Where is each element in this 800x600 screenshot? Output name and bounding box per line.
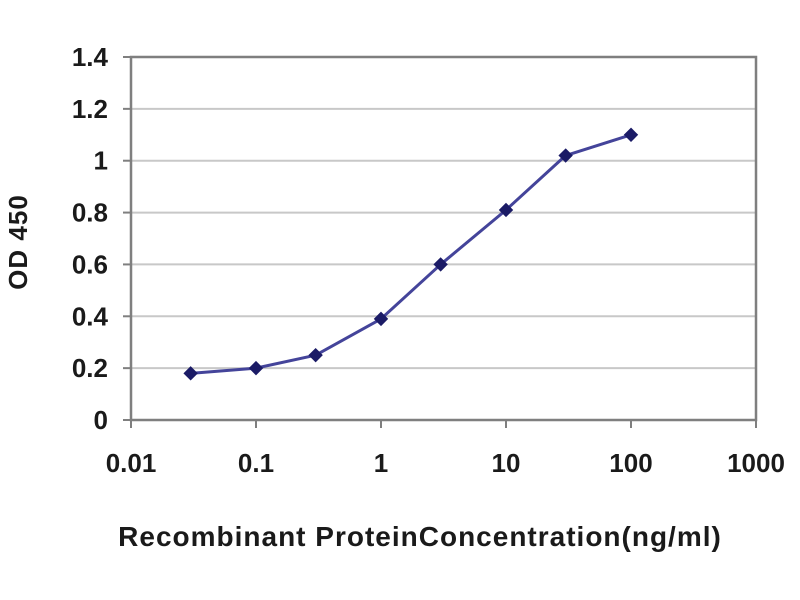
data-point-marker: [308, 347, 323, 363]
y-axis-title: OD 450: [3, 194, 33, 290]
y-tick-label: 1.2: [72, 94, 108, 124]
data-point-marker: [498, 202, 514, 218]
y-tick-label: 0.2: [72, 353, 108, 383]
data-point-marker: [248, 360, 264, 376]
x-tick-label: 100: [609, 448, 652, 478]
y-tick-label: 0: [94, 405, 108, 435]
y-tick-label: 0.4: [72, 301, 109, 331]
x-tick-label: 10: [492, 448, 521, 478]
y-tick-label: 0.8: [72, 198, 108, 228]
data-point-marker: [623, 127, 639, 142]
x-tick-label: 1000: [727, 448, 785, 478]
data-point-marker: [373, 311, 389, 327]
y-tick-label: 1: [94, 146, 108, 176]
data-point-marker: [183, 366, 198, 381]
x-tick-label: 0.01: [106, 448, 157, 478]
plot-frame: [129, 55, 758, 422]
data-series-line: [189, 133, 633, 375]
data-point-marker: [433, 257, 448, 272]
data-point-marker: [558, 148, 573, 163]
x-tick-label: 1: [374, 448, 388, 478]
x-axis-title: Recombinant ProteinConcentration(ng/ml): [118, 521, 722, 552]
y-tick-label: 0.6: [72, 249, 108, 279]
x-tick-label: 0.1: [238, 448, 274, 478]
y-tick-label: 1.4: [72, 42, 109, 72]
